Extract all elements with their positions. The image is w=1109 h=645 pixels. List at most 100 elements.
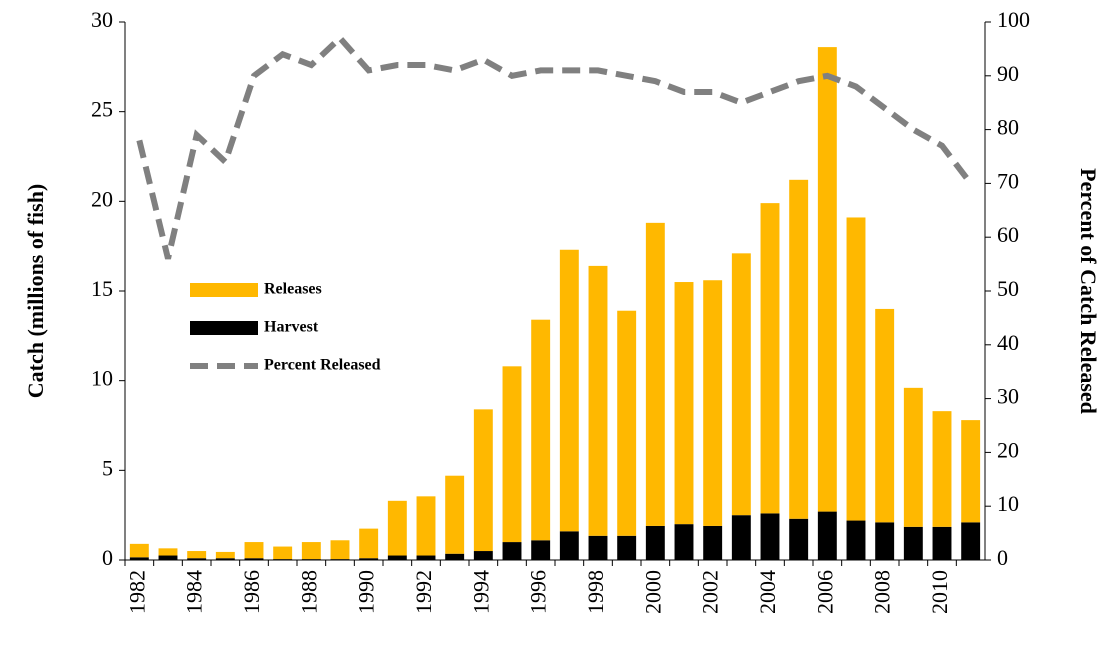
bar xyxy=(875,522,895,560)
y2-tick-label: 70 xyxy=(997,168,1019,193)
y2-axis-title: Percent of Catch Released xyxy=(1076,168,1101,414)
bar xyxy=(129,557,149,560)
x-tick-label: 1984 xyxy=(182,570,207,614)
bar xyxy=(846,217,866,521)
bar xyxy=(961,420,981,523)
y2-tick-label: 40 xyxy=(997,330,1019,355)
bar xyxy=(158,555,178,560)
bar xyxy=(617,535,637,560)
bar xyxy=(301,542,321,560)
bar xyxy=(187,551,207,559)
x-tick-label: 1998 xyxy=(583,570,608,614)
bar xyxy=(645,222,665,526)
bar xyxy=(473,409,493,552)
y2-tick-label: 90 xyxy=(997,61,1019,86)
bar xyxy=(903,387,923,527)
x-tick-label: 2004 xyxy=(755,570,780,614)
y2-tick-label: 100 xyxy=(997,7,1030,32)
y2-tick-label: 50 xyxy=(997,276,1019,301)
legend-label: Releases xyxy=(264,281,322,298)
y2-tick-label: 30 xyxy=(997,384,1019,409)
x-tick-label: 1986 xyxy=(239,570,264,614)
x-tick-label: 1990 xyxy=(354,570,379,614)
x-tick-label: 2000 xyxy=(640,570,665,614)
bar xyxy=(330,559,350,560)
bar xyxy=(502,366,522,543)
y2-tick-label: 20 xyxy=(997,437,1019,462)
y-tick-label: 5 xyxy=(102,455,113,480)
bar xyxy=(817,511,837,560)
bar xyxy=(531,540,551,560)
bar xyxy=(588,265,608,536)
x-tick-label: 2006 xyxy=(812,570,837,614)
x-tick-label: 1992 xyxy=(411,570,436,614)
bar xyxy=(187,558,207,560)
bar xyxy=(445,553,465,560)
bar xyxy=(789,179,809,519)
bar xyxy=(215,558,235,560)
bar xyxy=(244,542,264,559)
bar xyxy=(416,496,436,556)
bar xyxy=(674,524,694,560)
bar xyxy=(531,319,551,541)
y2-tick-label: 60 xyxy=(997,222,1019,247)
bar xyxy=(588,535,608,560)
y-tick-label: 20 xyxy=(91,186,113,211)
bar xyxy=(760,513,780,560)
y-tick-label: 15 xyxy=(91,276,113,301)
bar xyxy=(387,500,407,556)
bar xyxy=(559,531,579,560)
bar xyxy=(731,515,751,560)
legend-label: Harvest xyxy=(264,319,319,336)
x-tick-label: 1982 xyxy=(124,570,149,614)
bar xyxy=(903,526,923,560)
legend-label: Percent Released xyxy=(264,357,381,374)
y2-tick-label: 80 xyxy=(997,115,1019,140)
bar xyxy=(445,475,465,554)
line xyxy=(136,33,974,260)
bar xyxy=(129,543,149,558)
bar xyxy=(559,249,579,532)
bar xyxy=(215,551,235,559)
bar xyxy=(703,525,723,560)
bar xyxy=(817,47,837,512)
bar xyxy=(330,540,350,560)
y-tick-label: 10 xyxy=(91,366,113,391)
y-tick-label: 25 xyxy=(91,97,113,122)
x-tick-label: 2010 xyxy=(927,570,952,614)
x-tick-label: 2008 xyxy=(870,570,895,614)
x-tick-label: 1988 xyxy=(296,570,321,614)
bar xyxy=(731,253,751,516)
bar xyxy=(789,518,809,560)
bar xyxy=(301,559,321,560)
bar xyxy=(416,555,436,560)
bar xyxy=(502,542,522,560)
bar xyxy=(359,558,379,560)
bar xyxy=(387,555,407,560)
y-tick-label: 30 xyxy=(91,7,113,32)
x-tick-label: 1994 xyxy=(468,570,493,614)
y-axis-title: Catch (millions of fish) xyxy=(23,184,48,399)
bar xyxy=(617,310,637,536)
y2-tick-label: 0 xyxy=(997,545,1008,570)
bar xyxy=(674,282,694,525)
bar xyxy=(932,411,952,527)
y-tick-label: 0 xyxy=(102,545,113,570)
x-tick-label: 2002 xyxy=(698,570,723,614)
bar xyxy=(645,525,665,560)
x-tick-label: 1996 xyxy=(526,570,551,614)
bar xyxy=(359,528,379,559)
bar xyxy=(961,522,981,560)
bar xyxy=(273,559,293,560)
bar xyxy=(846,520,866,560)
legend-swatch xyxy=(190,283,258,297)
bar xyxy=(875,308,895,523)
bar xyxy=(703,280,723,526)
bar xyxy=(273,546,293,560)
bar xyxy=(932,526,952,560)
bar xyxy=(760,203,780,514)
bar xyxy=(158,548,178,556)
bar xyxy=(244,558,264,560)
